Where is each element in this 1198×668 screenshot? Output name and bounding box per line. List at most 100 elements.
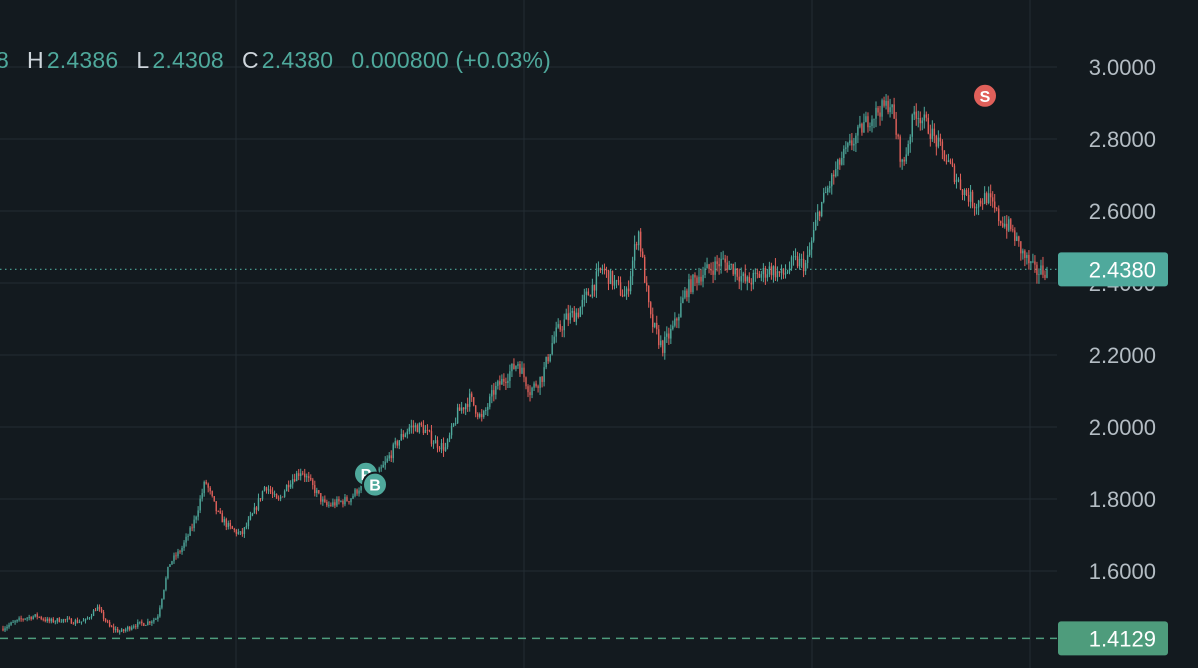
candle-body [479, 414, 481, 417]
high-label: H [27, 46, 44, 73]
candle-body [400, 434, 402, 441]
candle-body [724, 258, 726, 263]
candle-body [551, 343, 553, 355]
candle-body [269, 489, 272, 493]
candle-body [925, 114, 928, 118]
candle-body [549, 354, 551, 362]
candle-body [629, 276, 632, 292]
candle-body [1038, 274, 1040, 275]
candle-body [963, 189, 966, 196]
candle-body [185, 536, 187, 543]
candle-body [219, 511, 221, 514]
candle-body [12, 622, 14, 623]
candle-body [187, 535, 189, 537]
candle-body [291, 479, 294, 485]
candle-body [179, 551, 181, 553]
candle-body [1040, 265, 1042, 275]
candle-body [155, 618, 157, 620]
candle-body [462, 407, 465, 410]
grid [0, 0, 1057, 668]
candle-body [118, 631, 121, 633]
candle-body [849, 140, 851, 144]
candle-body [935, 135, 938, 147]
candle-body [6, 626, 8, 629]
candle-body [643, 256, 646, 283]
candle-body [973, 206, 976, 209]
candle-body [74, 620, 77, 624]
candle-body [637, 231, 640, 246]
candle-body [929, 133, 932, 139]
candle-body [993, 201, 996, 209]
price-axis-tick-label: 2.8000 [1089, 127, 1156, 152]
candle-body [32, 616, 34, 620]
candle-body [281, 496, 284, 498]
last-price-tag: 2.4380 [1058, 252, 1168, 287]
candle-body [8, 624, 10, 627]
candle-body [46, 618, 48, 622]
candle-body [869, 126, 871, 128]
candle-body [454, 423, 457, 424]
candle-body [666, 333, 668, 337]
candle-body [915, 111, 917, 119]
candle-body [86, 618, 89, 620]
marker-letter: S [980, 89, 991, 106]
candle-body [456, 407, 459, 424]
candle-body [776, 271, 779, 278]
candle-body [102, 612, 105, 619]
candle-body [267, 489, 270, 491]
candle-body [806, 255, 809, 263]
candle-body [131, 627, 133, 630]
candle-body [887, 100, 889, 113]
candle-body [547, 356, 549, 362]
candle-body [784, 273, 787, 275]
candle-body [897, 134, 899, 137]
candle-body [310, 477, 312, 480]
candle-body [249, 515, 252, 520]
candle-body [851, 140, 853, 146]
candle-body [92, 610, 95, 616]
candle-body [424, 429, 427, 434]
candle-body [18, 618, 20, 620]
candle-body [314, 485, 316, 494]
candle-body [625, 288, 628, 295]
candle-body [497, 381, 499, 386]
candle-body [738, 276, 740, 282]
candle-body [358, 490, 360, 494]
candle-body [169, 564, 171, 567]
candle-body [432, 443, 435, 445]
trade-marker-b: B [362, 471, 388, 498]
candle-body [147, 621, 149, 625]
candle-body [927, 117, 930, 134]
candle-body [229, 522, 232, 527]
candle-body [283, 491, 286, 497]
candle-body [223, 519, 225, 523]
candle-body [996, 208, 998, 210]
candle-body [392, 444, 394, 459]
candle-body [700, 276, 702, 282]
candle-body [635, 244, 638, 246]
candle-body [541, 376, 543, 382]
candle-body [710, 269, 712, 271]
candle-body [201, 493, 203, 499]
candle-body [149, 621, 151, 624]
candle-body [336, 499, 338, 506]
candle-body [668, 333, 670, 339]
candle-body [352, 495, 354, 499]
candle-body [591, 284, 594, 297]
marker-circle [362, 471, 388, 498]
candle-body [340, 500, 342, 502]
candle-body [575, 312, 577, 322]
candle-body [730, 264, 732, 266]
candle-body [227, 522, 230, 527]
candle-body [217, 511, 219, 512]
candle-body [939, 137, 942, 142]
candle-body [277, 498, 280, 500]
candle-body [348, 501, 350, 503]
price-axis[interactable]: 1.60001.80002.00002.20002.40002.60002.80… [1058, 55, 1168, 656]
candle-body [529, 392, 531, 396]
candle-body [326, 501, 328, 506]
candle-body [812, 230, 815, 241]
candle-body [225, 519, 227, 527]
